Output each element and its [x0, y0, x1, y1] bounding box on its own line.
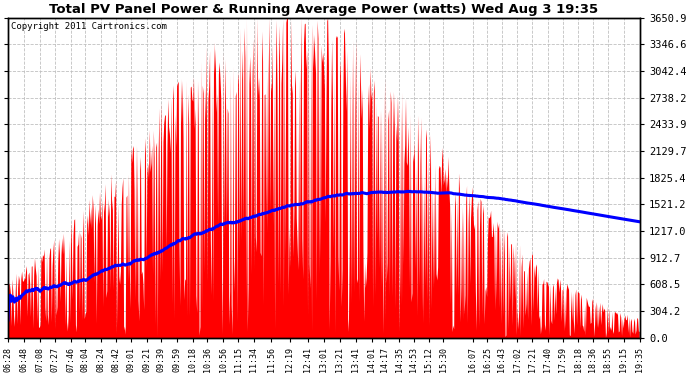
Text: Copyright 2011 Cartronics.com: Copyright 2011 Cartronics.com — [11, 22, 167, 32]
Title: Total PV Panel Power & Running Average Power (watts) Wed Aug 3 19:35: Total PV Panel Power & Running Average P… — [50, 3, 598, 16]
